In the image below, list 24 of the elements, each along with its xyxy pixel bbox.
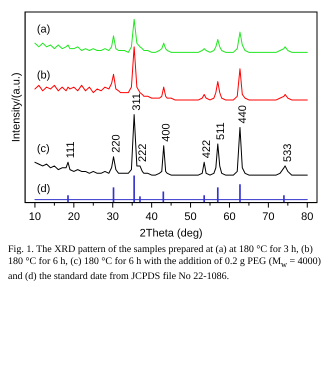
x-tick-label: 80 [301, 211, 314, 224]
series-label: (c) [36, 142, 50, 155]
x-tick-label: 60 [223, 211, 236, 224]
annotation: 400 [160, 123, 173, 142]
x-tick-label: 70 [262, 211, 274, 224]
x-tick-label: 20 [68, 211, 80, 224]
series-label: (a) [36, 24, 50, 36]
annotation: 511 [214, 122, 227, 140]
y-axis-title: Intensity/(a.u.) [10, 72, 23, 142]
annotation: 311 [131, 93, 144, 111]
x-tick-label: 40 [146, 211, 158, 224]
series-label: (b) [36, 70, 50, 82]
x-axis-title: 2Theta (deg) [140, 227, 203, 240]
annotation: 533 [282, 144, 294, 162]
series-label: (d) [36, 183, 50, 196]
annotation: 440 [236, 105, 249, 124]
annotation: 220 [110, 134, 123, 153]
annotation: 422 [201, 140, 214, 158]
text: Fig. 1. The XRD pattern of the samples prepared at (a) at 180 °C for 3 h, (b) 180 °C for 6 h, (c) 180 °C for 6 h with the addition of 0.2 g PEG (M$_{w}$ = 4000) and (d) the standard date from JCPDS file No 22-1086. [8, 244, 321, 282]
x-tick-label: 10 [28, 211, 42, 224]
annotation: 222 [137, 144, 150, 162]
x-tick-label: 50 [184, 211, 197, 224]
annotation: 111 [65, 142, 78, 158]
x-tick-label: 30 [106, 211, 119, 224]
